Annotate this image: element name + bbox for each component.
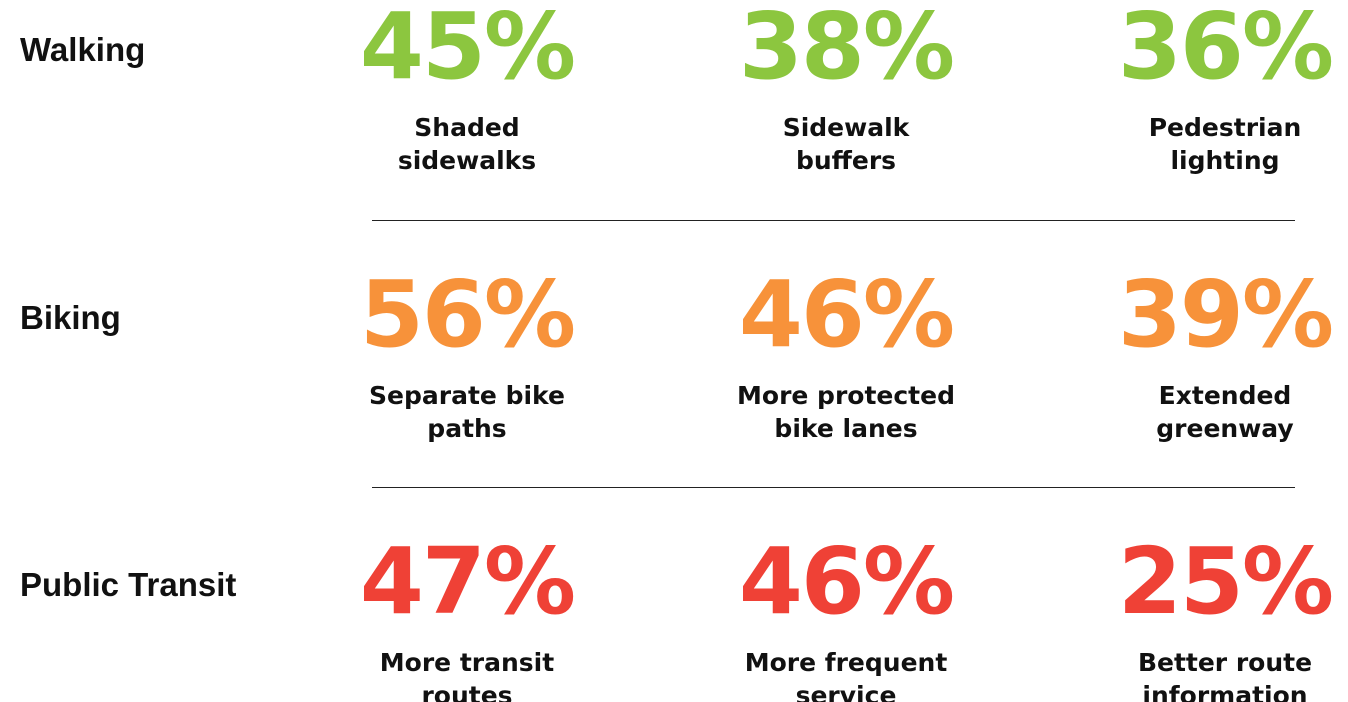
row-title: Walking: [20, 31, 146, 68]
item-label: Shaded: [414, 113, 520, 142]
percentage: 38%: [738, 0, 955, 100]
percentage: 56%: [359, 261, 576, 368]
item-label: Better route: [1137, 648, 1313, 677]
divider: [372, 487, 1295, 488]
percentage: 25%: [1117, 528, 1334, 635]
row-title: Public Transit: [20, 566, 237, 603]
item-label: buffers: [795, 146, 897, 175]
item-label: Extended: [1158, 381, 1292, 410]
percentage: 46%: [738, 261, 955, 368]
item-label: Separate bike: [369, 381, 565, 410]
item-label: More frequent: [744, 648, 948, 677]
item-label: greenway: [1156, 414, 1294, 443]
item-label: service: [795, 681, 897, 702]
item-label: bike lanes: [774, 414, 918, 443]
row-title: Biking: [20, 299, 121, 336]
item-label: information: [1142, 681, 1308, 702]
item-label: More protected: [737, 381, 955, 410]
percentage: 47%: [359, 528, 576, 635]
percentage: 46%: [738, 528, 955, 635]
item-label: More transit: [379, 648, 555, 677]
percentage: 36%: [1117, 0, 1334, 100]
item-label: paths: [427, 414, 507, 443]
item-label: sidewalks: [397, 146, 537, 175]
percentage: 45%: [359, 0, 576, 100]
item-label: Sidewalk: [782, 113, 910, 142]
item-label: Pedestrian: [1148, 113, 1302, 142]
divider: [372, 220, 1295, 221]
percentage: 39%: [1117, 261, 1334, 368]
item-label: routes: [421, 681, 513, 702]
item-label: lighting: [1170, 146, 1280, 175]
